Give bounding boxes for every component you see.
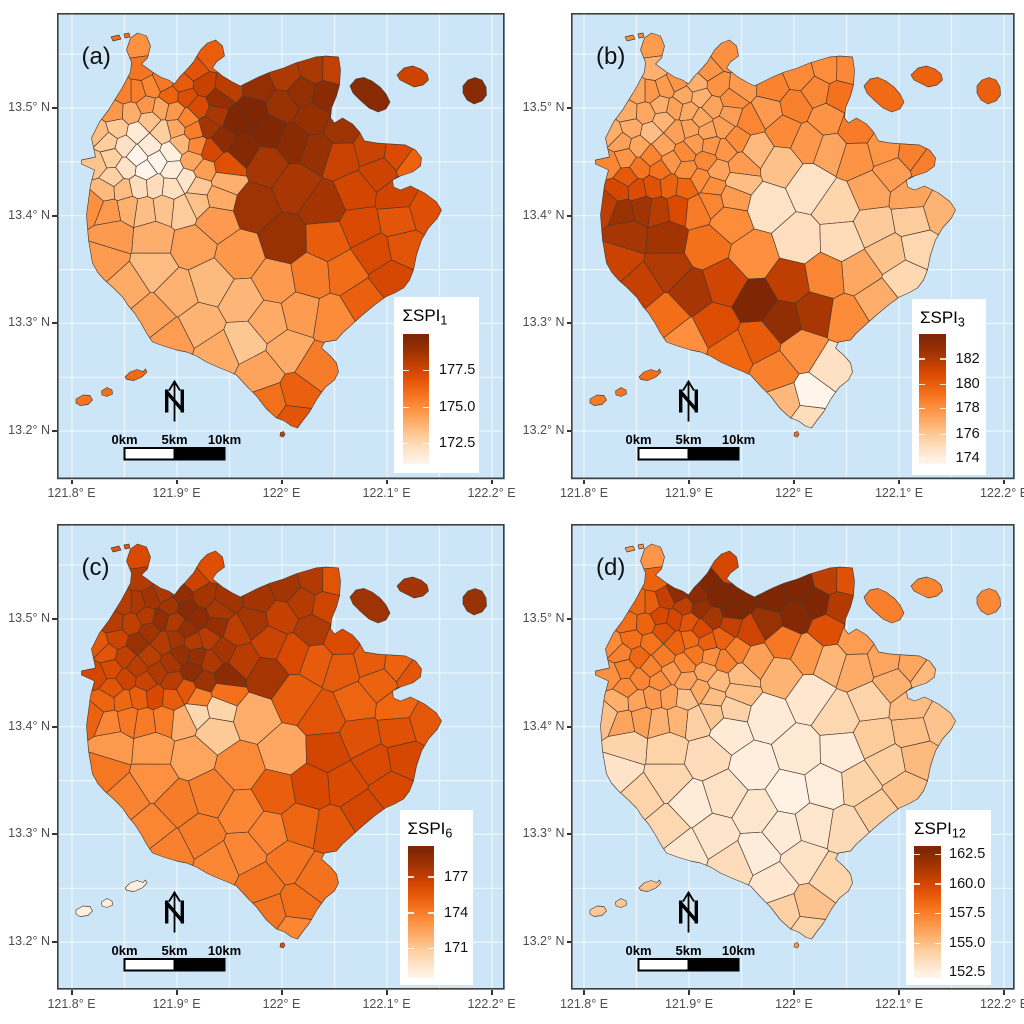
svg-text:10km: 10km xyxy=(722,432,755,447)
svg-text:5km: 5km xyxy=(675,943,701,958)
svg-text:0km: 0km xyxy=(111,432,137,447)
svg-text:10km: 10km xyxy=(722,943,755,958)
svg-text:5km: 5km xyxy=(675,432,701,447)
svg-text:10km: 10km xyxy=(207,943,240,958)
svg-text:5km: 5km xyxy=(161,432,187,447)
svg-text:0km: 0km xyxy=(625,432,651,447)
svg-text:0km: 0km xyxy=(111,943,137,958)
svg-text:5km: 5km xyxy=(161,943,187,958)
svg-text:10km: 10km xyxy=(207,432,240,447)
svg-text:0km: 0km xyxy=(625,943,651,958)
